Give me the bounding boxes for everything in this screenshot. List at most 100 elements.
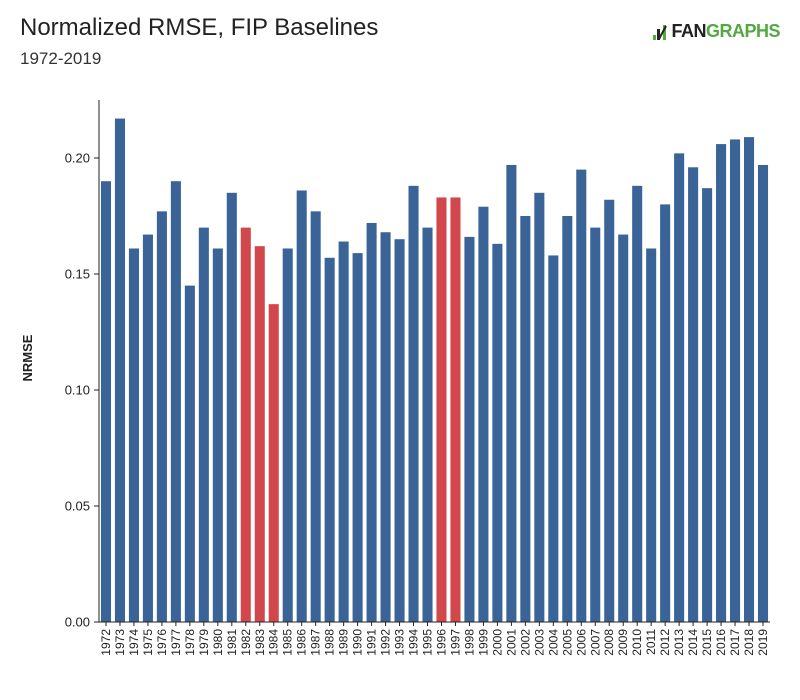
- bar: [100, 181, 112, 622]
- bar: [352, 253, 363, 622]
- bar: [128, 248, 139, 623]
- x-tick-label: 1996: [434, 629, 448, 656]
- bar: [702, 188, 713, 622]
- x-tick-label: 1977: [169, 629, 183, 656]
- bar: [254, 246, 265, 622]
- bar: [757, 164, 769, 622]
- x-tick-label: 1988: [323, 629, 337, 656]
- x-tick-label: 2015: [700, 629, 714, 656]
- x-tick-label: 1994: [407, 629, 421, 656]
- x-tick-label: 2002: [518, 629, 532, 656]
- x-tick-label: 2001: [504, 629, 518, 656]
- bar: [436, 197, 447, 622]
- bar: [450, 197, 461, 622]
- x-tick-label: 1984: [267, 629, 281, 656]
- x-tick-label: 2000: [490, 629, 504, 656]
- x-tick-label: 2012: [658, 629, 672, 656]
- x-tick-label: 1976: [155, 629, 169, 656]
- bar: [114, 118, 125, 622]
- x-tick-label: 1985: [281, 629, 295, 656]
- logo-text-fan: FAN: [671, 21, 706, 41]
- x-tick-label: 2017: [728, 629, 742, 656]
- bar: [240, 227, 251, 622]
- x-tick-label: 1979: [197, 629, 211, 656]
- y-tick-label: 0.05: [65, 499, 90, 514]
- bar: [366, 222, 377, 622]
- x-tick-label: 1998: [462, 629, 476, 656]
- bar: [604, 199, 615, 622]
- x-tick-label: 1982: [239, 629, 253, 656]
- x-tick-label: 1980: [211, 629, 225, 656]
- x-tick-label: 1990: [351, 629, 365, 656]
- bar: [380, 232, 391, 623]
- bar: [562, 216, 573, 622]
- bar: [338, 241, 349, 622]
- x-tick-label: 2003: [532, 629, 546, 656]
- y-tick-label: 0.20: [65, 151, 90, 166]
- bar: [492, 243, 503, 622]
- bar: [730, 139, 741, 622]
- x-tick-label: 1986: [295, 629, 309, 656]
- x-tick-label: 2013: [672, 629, 686, 656]
- bar: [156, 211, 167, 623]
- y-tick-label: 0.15: [65, 267, 90, 282]
- y-axis-label: NRMSE: [20, 334, 35, 381]
- x-tick-label: 2018: [742, 629, 756, 656]
- x-tick-label: 1995: [421, 629, 435, 656]
- bar: [660, 204, 671, 622]
- bar: [212, 248, 223, 623]
- x-tick-label: 1972: [99, 629, 113, 656]
- chart-subtitle: 1972-2019: [20, 49, 102, 68]
- bar: [506, 164, 517, 622]
- x-tick-label: 2016: [714, 629, 728, 656]
- bar: [618, 234, 629, 622]
- fangraphs-logo: FAN GRAPHS: [653, 21, 781, 42]
- y-tick-label: 0.00: [65, 615, 90, 630]
- x-tick-label: 1983: [253, 629, 267, 656]
- bar: [464, 236, 475, 622]
- bar: [576, 169, 587, 622]
- chart-title: Normalized RMSE, FIP Baselines: [20, 14, 379, 41]
- bar: [170, 181, 181, 622]
- bar: [296, 190, 307, 623]
- x-tick-label: 2011: [644, 629, 658, 655]
- y-tick-label: 0.10: [65, 383, 90, 398]
- bar: [394, 239, 405, 622]
- bar: [324, 257, 335, 622]
- x-tick-label: 1975: [141, 629, 155, 656]
- bar: [548, 255, 559, 622]
- bar: [744, 137, 755, 622]
- bar: [184, 285, 195, 622]
- x-tick-label: 2004: [546, 629, 560, 656]
- bar: [688, 167, 699, 622]
- bar: [142, 234, 153, 622]
- bar: [268, 304, 279, 622]
- x-tick-label: 2010: [630, 629, 644, 656]
- bar: [590, 227, 601, 622]
- bar: [282, 248, 293, 623]
- x-tick-label: 1999: [476, 629, 490, 656]
- x-tick-label: 1981: [225, 629, 239, 656]
- x-tick-label: 1987: [309, 629, 323, 656]
- x-tick-label: 2005: [560, 629, 574, 656]
- x-tick-label: 2007: [588, 629, 602, 656]
- bar: [674, 153, 685, 623]
- bar: [408, 185, 419, 622]
- x-tick-label: 1991: [365, 629, 379, 656]
- bar: [478, 206, 489, 622]
- bar: [520, 216, 531, 622]
- x-tick-label: 2019: [756, 629, 770, 656]
- logo-text-graphs: GRAPHS: [705, 21, 781, 41]
- bar: [716, 144, 727, 622]
- bar: [226, 192, 237, 623]
- x-tick-label: 1993: [393, 629, 407, 656]
- bar: [422, 227, 433, 622]
- bar: [534, 192, 545, 623]
- x-tick-label: 1992: [379, 629, 393, 656]
- x-tick-label: 1997: [448, 629, 462, 656]
- bar: [632, 185, 643, 622]
- x-tick-label: 1974: [127, 629, 141, 656]
- x-tick-label: 1978: [183, 629, 197, 656]
- bar: [646, 248, 657, 623]
